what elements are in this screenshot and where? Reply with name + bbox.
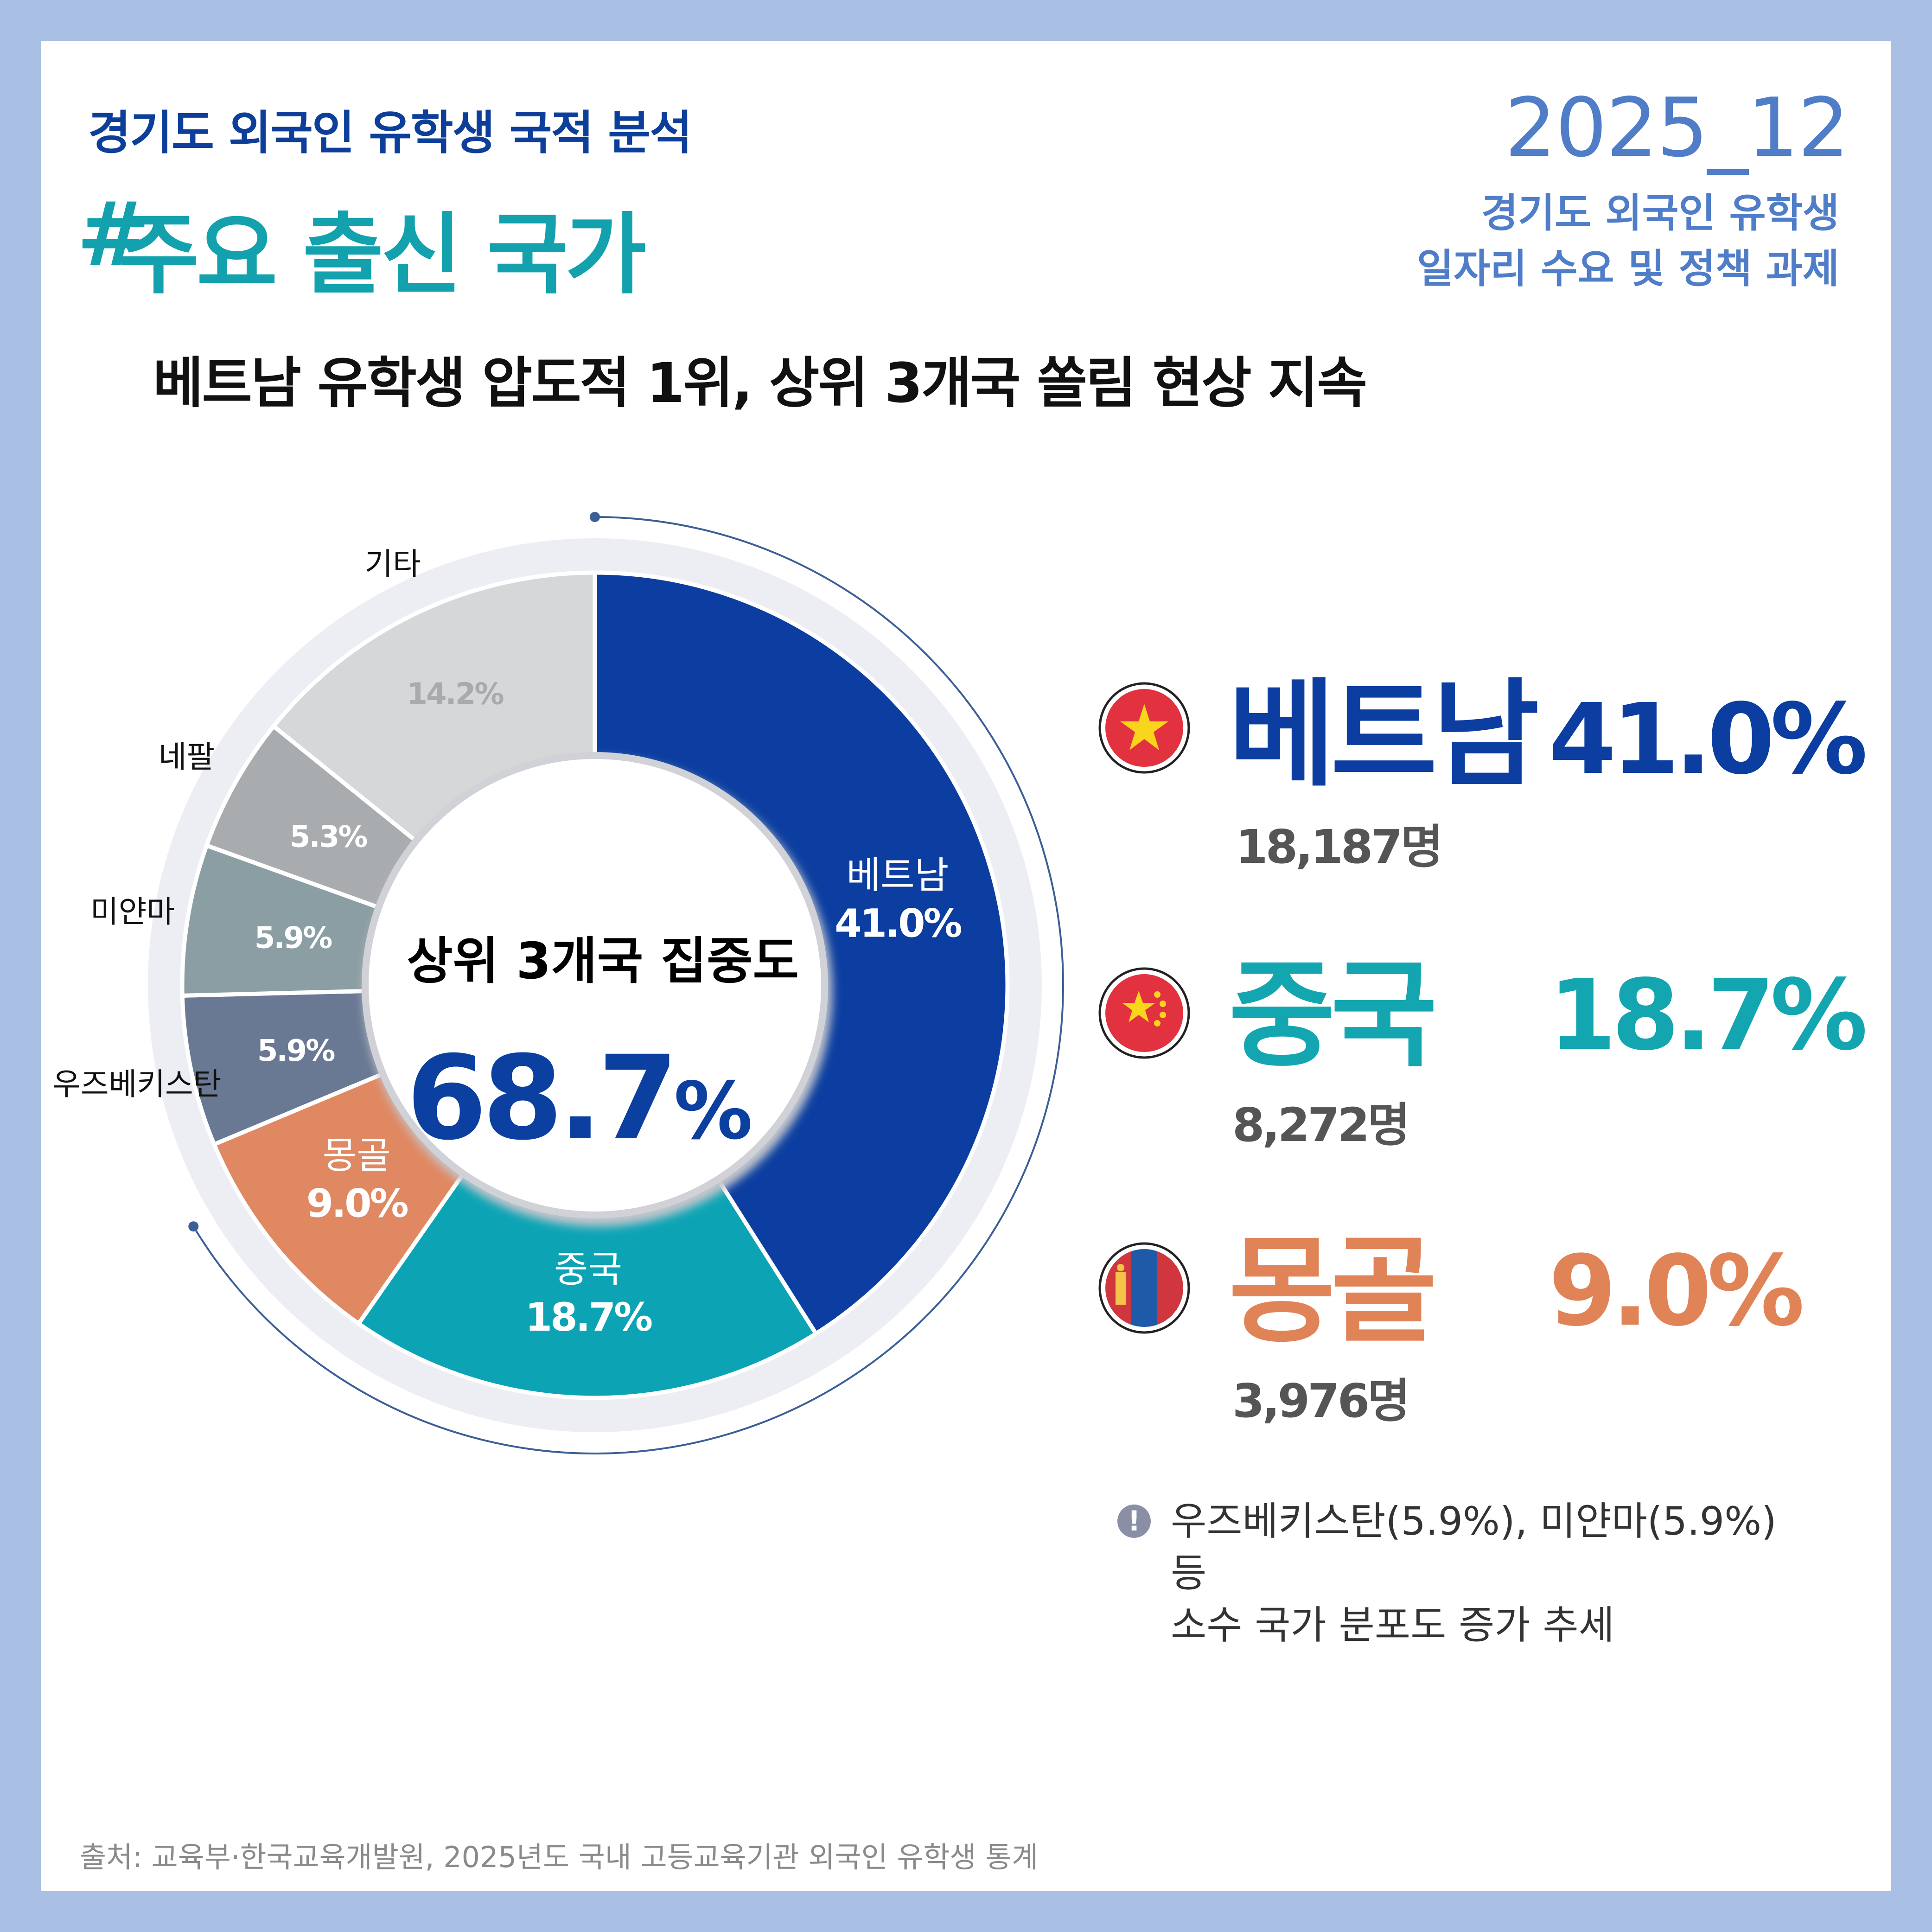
- note-text: 우즈베키스탄(5.9%), 미얀마(5.9%) 등 소수 국가 분포도 증가 추…: [1171, 1495, 1820, 1651]
- center-value-number: 68.7: [406, 1031, 674, 1166]
- hash-mark: #: [77, 183, 151, 286]
- china-flag-icon: [1098, 967, 1191, 1059]
- slice-outside-name-other: 기타: [365, 546, 421, 582]
- slice-label-value-other: 14.2%: [407, 677, 504, 712]
- country-count-china: 8,272명: [1232, 1098, 1410, 1152]
- slice-label-value-uzbekistan: 5.9%: [257, 1034, 335, 1068]
- headline: 베트남 유학생 압도적 1위, 상위 3개국 쏠림 현상 지속: [153, 351, 1367, 415]
- slice-outside-name-uzbekistan: 우즈베키스탄: [52, 1066, 221, 1102]
- slice-label-value-china: 18.7%: [525, 1294, 652, 1340]
- accent-arc-dot-top: [590, 512, 600, 522]
- mongolia-flag-icon: [1098, 1242, 1191, 1334]
- slice-label-value-myanmar: 5.9%: [255, 921, 332, 956]
- vietnam-flag-icon: [1098, 682, 1191, 774]
- report-date: 2025_12: [1505, 81, 1849, 175]
- slice-label-name-mongolia: 몽골: [323, 1134, 391, 1177]
- center-value: 68.7%: [406, 1031, 752, 1166]
- accent-arc-dot-bottom: [188, 1221, 199, 1232]
- country-pct-mongolia: 9.0%: [1549, 1234, 1804, 1348]
- country-pct-china: 18.7%: [1549, 958, 1868, 1072]
- country-name-mongolia: 몽골: [1229, 1224, 1437, 1358]
- slice-label-value-mongolia: 9.0%: [306, 1180, 408, 1226]
- source-citation: 출처: 교육부·한국교육개발원, 2025년도 국내 고등교육기관 외국인 유학…: [80, 1840, 1039, 1874]
- report-name-line2: 일자리 수요 및 정책 과제: [1417, 246, 1839, 292]
- country-name-vietnam: 베트남: [1229, 667, 1539, 802]
- center-label: 상위 3개국 집중도: [407, 932, 799, 990]
- slice-label-value-nepal: 5.3%: [290, 820, 367, 854]
- slice-label-name-china: 중국: [554, 1248, 622, 1291]
- info-icon: !: [1117, 1505, 1151, 1538]
- accent-arc: [192, 516, 1064, 1454]
- note-line1: 우즈베키스탄(5.9%), 미얀마(5.9%) 등: [1171, 1498, 1777, 1596]
- slice-label-value-vietnam: 41.0%: [835, 900, 961, 946]
- slice-outside-name-myanmar: 미얀마: [90, 894, 175, 930]
- country-name-china: 중국: [1229, 948, 1437, 1083]
- report-name: 경기도 외국인 유학생 일자리 수요 및 정책 과제: [1417, 185, 1839, 297]
- country-pct-vietnam: 41.0%: [1549, 682, 1868, 796]
- report-name-line1: 경기도 외국인 유학생: [1481, 190, 1839, 236]
- donut-hole: [369, 759, 821, 1211]
- note-line2: 소수 국가 분포도 증가 추세: [1171, 1602, 1614, 1648]
- report-subtitle: 경기도 외국인 유학생 국적 분석: [88, 106, 692, 160]
- country-count-vietnam: 18,187명: [1236, 820, 1443, 874]
- slice-outside-name-nepal: 네팔: [159, 739, 215, 775]
- page-title: 주요 출신 국가: [118, 204, 646, 306]
- center-value-unit: %: [674, 1065, 752, 1157]
- country-count-mongolia: 3,976명: [1232, 1374, 1410, 1428]
- slice-label-name-vietnam: 베트남: [847, 854, 949, 897]
